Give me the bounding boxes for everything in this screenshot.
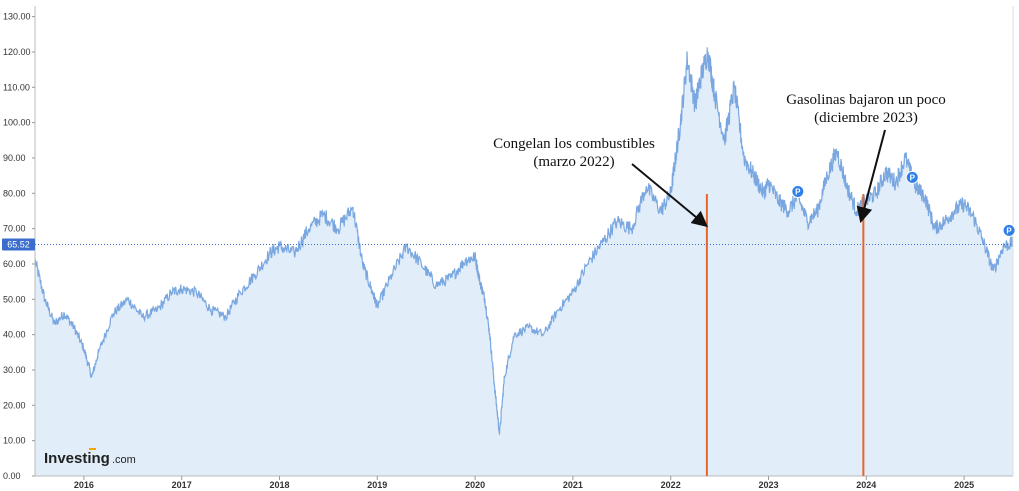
y-tick-label: 70.00 — [3, 224, 26, 234]
annotation-text: Gasolinas bajaron un poco — [786, 92, 946, 108]
y-tick-label: 80.00 — [3, 188, 26, 198]
x-tick-label: 2018 — [269, 480, 289, 490]
x-tick-label: 2023 — [758, 480, 778, 490]
y-tick-label: 40.00 — [3, 330, 26, 340]
annotation-arrow — [856, 129, 886, 224]
y-tick-label: 100.00 — [3, 118, 31, 128]
y-tick-label: 0.00 — [3, 471, 21, 481]
investing-logo: Investing .com — [44, 448, 136, 467]
x-tick-label: 2016 — [74, 480, 94, 490]
logo-sub-text: .com — [112, 454, 136, 466]
p-marker-icon — [1002, 223, 1016, 237]
x-tick-label: 2024 — [856, 480, 876, 490]
area-layer — [34, 47, 1014, 477]
p-marker-icon — [905, 170, 919, 184]
y-tick-label: 10.00 — [3, 436, 26, 446]
x-tick-label: 2025 — [954, 480, 974, 490]
y-tick-label: 60.00 — [3, 259, 26, 269]
x-tick-label: 2022 — [661, 480, 681, 490]
current-price-tag — [2, 238, 35, 251]
y-tick-label: 30.00 — [3, 365, 26, 375]
markers-layer: P P P — [791, 170, 1016, 237]
annotation-text: (diciembre 2023) — [814, 110, 918, 126]
price-series-line — [34, 47, 1014, 436]
y-tick-label: 110.00 — [3, 82, 30, 92]
events-layer — [705, 194, 865, 476]
annotations-layer: Congelan los combustibles (marzo 2022) Gas… — [493, 92, 946, 228]
x-tick-label: 2021 — [563, 480, 583, 490]
price-area-fill — [35, 47, 1013, 477]
p-marker-label: P — [795, 188, 801, 197]
x-tick-label: 2019 — [367, 480, 387, 490]
logo-main-text: Investing — [44, 450, 110, 467]
annotation-arrow — [631, 163, 708, 228]
annotation-text: (marzo 2022) — [533, 154, 614, 170]
p-marker-label: P — [1006, 226, 1012, 235]
annotation-text: Congelan los combustibles — [493, 136, 655, 152]
axes-layer: 0.00 10.00 20.00 30.00 40.00 50.00 60.00 70.00 8… — [2, 6, 1014, 490]
y-tick-label: 130.00 — [3, 12, 31, 22]
current-price-tag-text: 65.52 — [7, 239, 30, 249]
y-tick-label: 50.00 — [3, 294, 26, 304]
x-tick-label: 2020 — [465, 480, 485, 490]
p-marker-label: P — [910, 173, 916, 182]
y-tick-label: 90.00 — [3, 153, 26, 163]
y-tick-label: 120.00 — [3, 47, 31, 57]
x-tick-label: 2017 — [172, 480, 192, 490]
y-tick-label: 20.00 — [3, 400, 26, 410]
p-marker-icon — [791, 185, 805, 199]
